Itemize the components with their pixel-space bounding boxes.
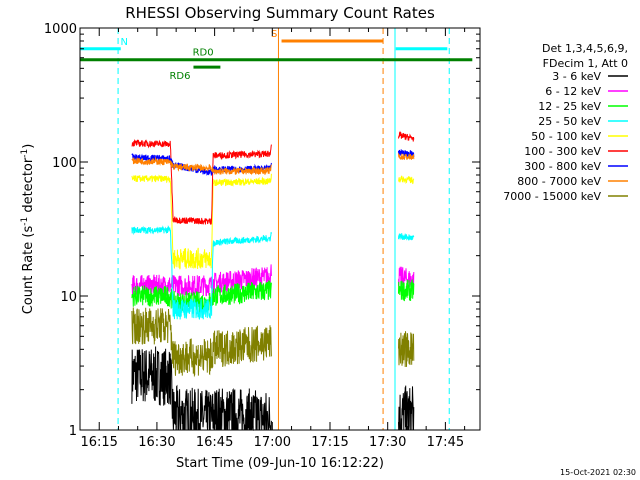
series-12-25-kev <box>131 279 415 313</box>
series-100-300-kev <box>131 130 415 225</box>
y-axis-label-sup: -1 <box>20 217 30 226</box>
flag-bar-s: S <box>271 29 384 43</box>
legend-item-800-7000-kev: 800 - 7000 keV <box>517 175 628 188</box>
legend-label: 100 - 300 keV <box>524 145 601 158</box>
y-axis-label: Count Rate (s-1 detector-1) <box>20 144 36 315</box>
series-line-800-7000-kev-segment-2 <box>398 153 415 161</box>
legend-item-7000-15000-kev: 7000 - 15000 keV <box>503 190 628 203</box>
legend-label: 50 - 100 keV <box>531 130 601 143</box>
legend-item-12-25-kev: 12 - 25 keV <box>538 100 628 113</box>
chart-title: RHESSI Observing Summary Count Rates <box>125 4 435 22</box>
series-line-800-7000-kev-segment-1 <box>131 156 272 176</box>
x-axis-label: Start Time (09-Jun-10 16:12:22) <box>176 456 384 471</box>
series-50-100-kev <box>131 173 415 270</box>
plot-frame <box>79 27 481 431</box>
y-tick-label: 1 <box>69 424 77 439</box>
x-axis: 16:15 16:30 16:45 17:00 17:15 17:30 17:45 <box>80 28 466 450</box>
legend-label: 3 - 6 keV <box>552 70 601 83</box>
y-axis: 1 10 100 1000 <box>44 22 480 439</box>
legend-item-25-50-kev: 25 - 50 keV <box>538 115 628 128</box>
legend-label: 12 - 25 keV <box>538 100 601 113</box>
x-tick-label: 16:45 <box>196 435 233 450</box>
series-line-300-800-kev-segment-2 <box>398 149 415 158</box>
series-line-25-50-kev-segment-1 <box>131 225 272 320</box>
series-line-100-300-kev-segment-2 <box>398 130 415 142</box>
series-800-7000-kev <box>131 153 415 176</box>
y-tick-label: 1000 <box>44 22 77 37</box>
legend-item-300-800-kev: 300 - 800 keV <box>524 160 628 173</box>
legend-items: 3 - 6 keV 6 - 12 keV 12 - 25 keV 25 - 50 ke… <box>503 70 628 203</box>
series-line-100-300-kev-segment-1 <box>131 138 272 225</box>
series-line-50-100-kev-segment-1 <box>131 173 272 270</box>
legend-label: 7000 - 15000 keV <box>503 190 601 203</box>
series-25-50-kev <box>131 225 415 320</box>
y-tick-label: 10 <box>60 290 77 305</box>
x-tick-label: 17:15 <box>311 435 348 450</box>
series-line-50-100-kev-segment-2 <box>398 175 415 185</box>
flag-bar-rd0: RD0 <box>80 48 473 62</box>
bar-layer: N S RD6 RD0 <box>80 29 473 82</box>
legend-item-100-300-kev: 100 - 300 keV <box>524 145 628 158</box>
flag-bar-rd6: RD6 <box>169 65 221 82</box>
legend-label: 300 - 800 keV <box>524 160 601 173</box>
flag-label-s: S <box>271 29 277 40</box>
series-line-12-25-kev-segment-1 <box>131 280 272 313</box>
legend-label: 6 - 12 keV <box>545 85 601 98</box>
x-tick-label: 16:15 <box>80 435 117 450</box>
series-line-3-6-kev-segment-1 <box>131 346 272 431</box>
legend-label: 25 - 50 keV <box>538 115 601 128</box>
legend-label: 800 - 7000 keV <box>517 175 601 188</box>
series-line-6-12-kev-segment-2 <box>398 266 415 290</box>
legend-header-line-1: Det 1,3,4,5,6,9, <box>542 42 628 55</box>
flag-label-rd6: RD6 <box>169 71 190 82</box>
flag-bar-n: N <box>80 37 448 51</box>
series-line-12-25-kev-segment-2 <box>398 279 415 302</box>
series-line-7000-15000-kev-segment-1 <box>131 307 272 378</box>
y-tick-label: 100 <box>52 156 77 171</box>
y-axis-label-close: ) <box>21 144 36 149</box>
legend: Det 1,3,4,5,6,9, FDecim 1, Att 0 3 - 6 k… <box>503 42 628 203</box>
legend-item-3-6-kev: 3 - 6 keV <box>552 70 628 83</box>
flag-label-rd0: RD0 <box>193 48 214 59</box>
series-layer <box>131 130 415 431</box>
x-tick-label: 16:30 <box>138 435 175 450</box>
series-7000-15000-kev <box>131 307 415 378</box>
x-tick-label: 17:00 <box>254 435 291 450</box>
legend-header-line-2: FDecim 1, Att 0 <box>543 57 628 70</box>
series-line-25-50-kev-segment-2 <box>398 233 415 242</box>
y-axis-label-end: detector <box>21 157 36 217</box>
y-axis-label-sup2: -1 <box>20 149 30 158</box>
y-axis-label-main: Count Rate (s <box>21 226 36 315</box>
legend-item-6-12-kev: 6 - 12 keV <box>545 85 628 98</box>
x-tick-label: 17:30 <box>369 435 406 450</box>
flag-label-n: N <box>120 37 127 48</box>
footer-date: 15-Oct-2021 02:30 <box>560 468 636 477</box>
legend-item-50-100-kev: 50 - 100 keV <box>531 130 628 143</box>
series-line-7000-15000-kev-segment-2 <box>398 331 415 368</box>
x-tick-label: 17:45 <box>427 435 464 450</box>
